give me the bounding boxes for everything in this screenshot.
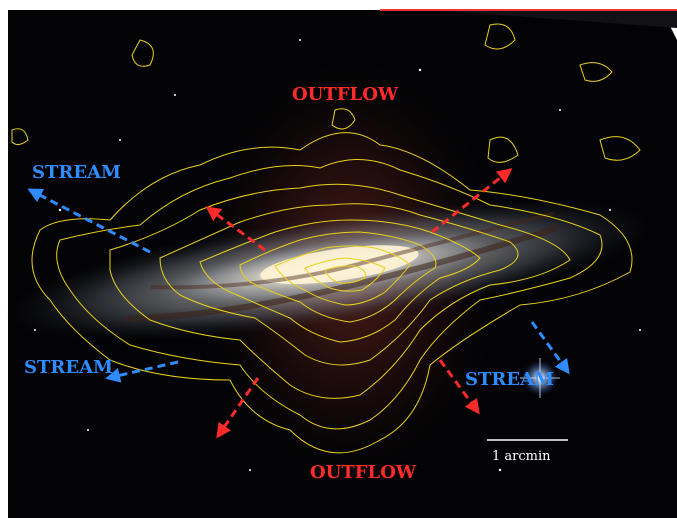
outflow-arrow-lower-right xyxy=(438,359,480,415)
stream-arrow-right xyxy=(530,321,570,375)
outflow-label-top: OUTFLOW xyxy=(292,84,399,105)
background-stars xyxy=(34,39,641,472)
outflow-arrow-upper-left xyxy=(205,206,266,252)
stream-label-upper-left: STREAM xyxy=(32,162,121,183)
outflow-arrows xyxy=(205,168,513,439)
outflow-label-bottom: OUTFLOW xyxy=(310,462,417,483)
scale-bar-label: 1 arcmin xyxy=(492,449,551,464)
stream-arrows xyxy=(27,188,570,383)
stream-arrow-upper-left xyxy=(27,188,151,254)
stream-label-right: STREAM xyxy=(465,369,554,390)
stream-arrow-lower-left xyxy=(105,360,179,383)
scale-bar: 1 arcmin xyxy=(487,439,568,464)
outflow-arrow-upper-right xyxy=(431,168,513,234)
outflow-arrow-lower-left xyxy=(216,377,260,439)
bright-star xyxy=(520,358,560,398)
emission-contours xyxy=(11,23,641,454)
stream-label-lower-left: STREAM xyxy=(24,357,113,378)
